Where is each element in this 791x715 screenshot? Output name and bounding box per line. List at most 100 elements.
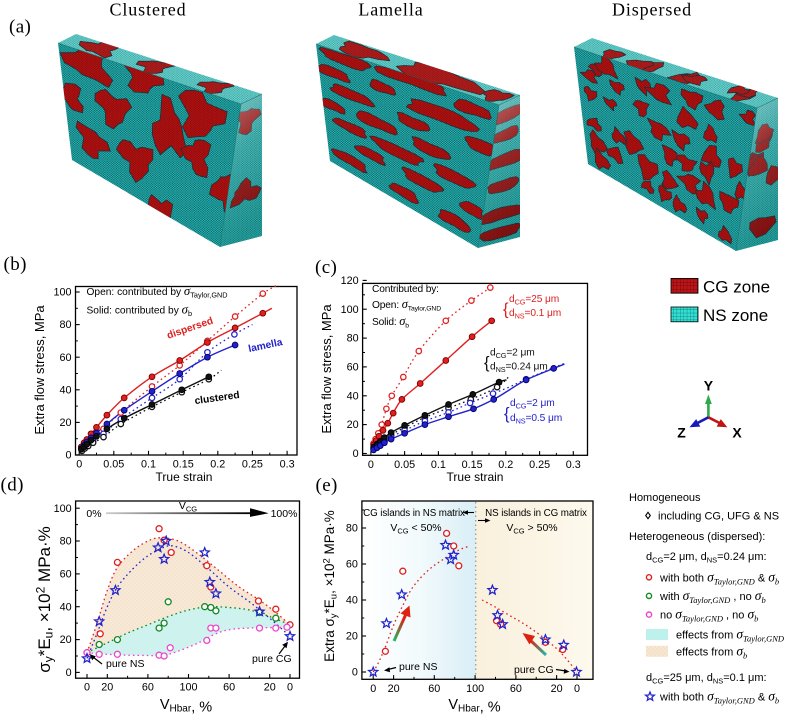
svg-text:Extra σy*Eu, ×102 MPa·%: Extra σy*Eu, ×102 MPa·% (322, 510, 340, 662)
svg-text:0: 0 (370, 683, 376, 695)
svg-text:Y: Y (704, 378, 714, 394)
svg-text:dNS=0.1 μm: dNS=0.1 μm (509, 308, 561, 321)
svg-text:0: 0 (76, 459, 82, 471)
svg-text:60: 60 (59, 352, 71, 364)
svg-text:dCG=25 μm, dNS=0.1 μm:: dCG=25 μm, dNS=0.1 μm: (646, 672, 767, 686)
svg-text:dCG=2 μm: dCG=2 μm (510, 398, 555, 411)
svg-text:20: 20 (60, 634, 72, 646)
svg-text:{: { (503, 301, 509, 319)
svg-text:40: 40 (60, 601, 72, 613)
svg-text:Lamella: Lamella (358, 0, 423, 20)
svg-text:20: 20 (347, 419, 359, 431)
svg-text:dNS=0.24 μm: dNS=0.24 μm (490, 362, 548, 375)
svg-text:40: 40 (59, 384, 71, 396)
svg-text:pure NS: pure NS (106, 658, 145, 670)
svg-text:lamella: lamella (247, 337, 283, 355)
svg-text:0.05: 0.05 (394, 459, 415, 471)
svg-text:Contributed by:: Contributed by: (372, 284, 439, 295)
svg-text:NS islands in CG matrix: NS islands in CG matrix (485, 508, 587, 519)
svg-text:100: 100 (179, 682, 197, 694)
svg-text:0: 0 (368, 459, 374, 471)
svg-text:VHbar, %: VHbar, % (448, 697, 500, 715)
svg-text:120: 120 (341, 275, 359, 287)
svg-text:0: 0 (287, 682, 293, 694)
svg-text:pure CG: pure CG (252, 653, 292, 665)
svg-text:with both σTaylor,GND​ & σb​: with both σTaylor,GND​ & σb​ (659, 689, 779, 706)
svg-text:Heterogeneous (dispersed):: Heterogeneous (dispersed): (629, 531, 765, 543)
svg-text:80: 80 (60, 536, 72, 548)
svg-text:20: 20 (551, 683, 563, 695)
svg-text:NS zone: NS zone (703, 306, 768, 325)
svg-text:Solid: σb: Solid: σb (372, 314, 409, 330)
svg-text:20: 20 (346, 631, 358, 643)
svg-text:Z: Z (677, 425, 686, 441)
svg-text:True strain: True strain (156, 470, 213, 484)
svg-text:dCG=25 μm: dCG=25 μm (509, 294, 559, 307)
svg-text:0: 0 (66, 667, 72, 679)
svg-text:dCG=2 μm: dCG=2 μm (490, 348, 535, 361)
svg-text:(a): (a) (9, 17, 31, 38)
svg-text:effects from σb​: effects from σb​ (676, 644, 747, 661)
svg-text:no σTaylor,GND​ , no σb​: no σTaylor,GND​ , no σb​ (660, 607, 758, 624)
svg-text:0.2: 0.2 (498, 459, 513, 471)
svg-text:20: 20 (388, 683, 400, 695)
svg-text:pure NS: pure NS (399, 661, 438, 673)
svg-text:Homogeneous: Homogeneous (629, 492, 701, 504)
svg-text:20: 20 (101, 682, 113, 694)
svg-text:0: 0 (574, 683, 580, 695)
svg-text:0.3: 0.3 (566, 459, 581, 471)
svg-text:0: 0 (65, 450, 71, 462)
svg-text:{: { (484, 354, 490, 372)
svg-text:CG islands in NS matrix: CG islands in NS matrix (363, 508, 465, 519)
svg-text:Solid: contributed by σb: Solid: contributed by σb (87, 303, 193, 319)
svg-text:80: 80 (59, 319, 71, 331)
svg-text:effects from σTaylor,GND​: effects from σTaylor,GND​ (676, 627, 785, 644)
svg-text:60: 60 (347, 362, 359, 374)
svg-text:0.1: 0.1 (431, 459, 446, 471)
svg-text:(e): (e) (316, 475, 338, 496)
svg-text:100: 100 (466, 683, 484, 695)
svg-text:0.25: 0.25 (529, 459, 550, 471)
svg-text:80: 80 (346, 523, 358, 535)
svg-text:60: 60 (510, 683, 522, 695)
svg-text:clustered: clustered (194, 390, 240, 407)
svg-text:dNS=0.5 μm: dNS=0.5 μm (510, 413, 562, 426)
svg-text:0: 0 (84, 682, 90, 694)
svg-text:80: 80 (347, 333, 359, 345)
svg-text:0.05: 0.05 (103, 459, 124, 471)
svg-text:60: 60 (223, 682, 235, 694)
svg-text:with both σTaylor,GND​ & σb​: with both σTaylor,GND​ & σb​ (659, 570, 779, 587)
svg-text:40: 40 (347, 390, 359, 402)
svg-text:100: 100 (54, 503, 72, 515)
svg-text:Open: σTaylor,GND: Open: σTaylor,GND (372, 297, 441, 313)
svg-text:σy*Eu, ×102 MPa·%: σy*Eu, ×102 MPa·% (34, 526, 56, 673)
svg-text:0.15: 0.15 (173, 459, 194, 471)
svg-text:60: 60 (142, 682, 154, 694)
svg-text:0: 0 (352, 667, 358, 679)
svg-text:0.2: 0.2 (210, 459, 225, 471)
svg-text:0%: 0% (86, 508, 101, 520)
svg-text:20: 20 (59, 417, 71, 429)
svg-text:{: { (504, 405, 510, 423)
svg-text:0: 0 (353, 448, 359, 460)
svg-text:including CG, UFG & NS: including CG, UFG & NS (658, 511, 779, 523)
svg-text:0.15: 0.15 (462, 459, 483, 471)
svg-text:20: 20 (264, 682, 276, 694)
svg-text:0.25: 0.25 (242, 459, 263, 471)
svg-text:60: 60 (60, 569, 72, 581)
svg-text:CG zone: CG zone (703, 278, 770, 297)
svg-text:(b): (b) (4, 254, 27, 275)
svg-text:VCG: VCG (179, 500, 197, 514)
svg-text:40: 40 (346, 595, 358, 607)
svg-text:dCG=2 μm, dNS=0.24 μm:: dCG=2 μm, dNS=0.24 μm: (646, 551, 767, 565)
svg-text:X: X (732, 425, 742, 441)
svg-text:0.3: 0.3 (280, 459, 295, 471)
svg-text:True strain: True strain (447, 470, 504, 484)
svg-text:(c): (c) (315, 257, 337, 278)
svg-text:VHbar, %: VHbar, % (160, 697, 212, 715)
svg-text:100: 100 (341, 304, 359, 316)
svg-text:(d): (d) (1, 475, 24, 496)
svg-text:Extra flow stress, MPa: Extra flow stress, MPa (319, 304, 334, 434)
svg-text:60: 60 (428, 683, 440, 695)
svg-text:100%: 100% (271, 508, 298, 520)
